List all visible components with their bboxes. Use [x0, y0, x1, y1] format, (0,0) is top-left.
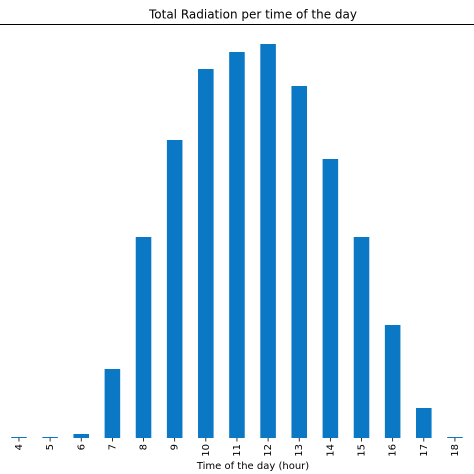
x-tick-label: 6 — [76, 444, 87, 450]
bar — [166, 140, 183, 438]
x-axis-label: Time of the day (hour) — [196, 461, 309, 472]
x-tick-label: 16 — [388, 444, 399, 457]
chart-title: Total Radiation per time of the day — [148, 8, 357, 22]
x-tick-label: 10 — [201, 444, 212, 457]
x-tick-label: 11 — [232, 444, 243, 457]
bar — [384, 325, 401, 438]
x-tick-label: 18 — [450, 444, 461, 457]
bar — [260, 44, 276, 438]
bar — [104, 369, 121, 438]
x-tick-label: 9 — [170, 444, 181, 450]
bar — [42, 437, 58, 438]
bar — [198, 69, 214, 438]
x-tick-label: 4 — [14, 444, 25, 450]
bar — [416, 408, 432, 438]
bar — [73, 434, 90, 438]
bar — [229, 52, 245, 438]
bar — [11, 437, 27, 438]
x-tick-label: 5 — [45, 444, 56, 450]
x-tick-label: 17 — [419, 444, 430, 457]
x-tick-label: 8 — [139, 444, 150, 450]
x-tick-label: 14 — [325, 444, 336, 457]
x-tick-label: 15 — [357, 444, 368, 457]
bar — [447, 437, 463, 438]
x-tick-label: 7 — [107, 444, 118, 450]
bar — [353, 237, 370, 438]
x-tick-label: 13 — [294, 444, 305, 457]
bar — [322, 159, 339, 438]
bar — [291, 86, 308, 438]
x-tick-label: 12 — [263, 444, 274, 457]
bar — [135, 237, 152, 438]
